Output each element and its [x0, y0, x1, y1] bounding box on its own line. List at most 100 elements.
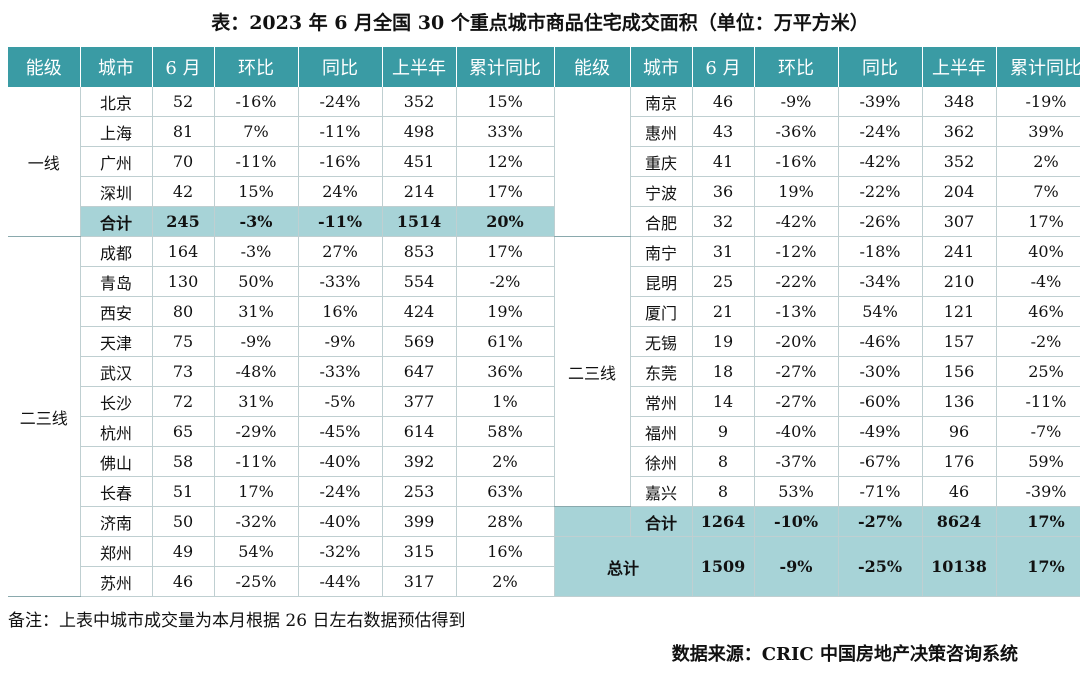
data-cell: 1% [456, 386, 555, 417]
data-cell: 241 [922, 236, 997, 267]
data-cell: 12% [456, 146, 555, 177]
data-cell: 451 [382, 146, 457, 177]
data-cell: 164 [152, 236, 215, 267]
tier-label-spacer [554, 87, 631, 237]
column-header: 上半年 [922, 47, 997, 87]
column-header: 城市 [630, 47, 693, 87]
city-name: 嘉兴 [630, 476, 693, 507]
data-cell: 2% [456, 446, 555, 477]
data-cell: 58 [152, 446, 215, 477]
table-row: 郑州 49 54% -32% 315 16% 总计 1509 -9% -25% 10138 17% [8, 536, 1080, 597]
data-cell: 32 [692, 206, 755, 237]
city-name: 长沙 [80, 386, 153, 417]
column-header: 累计同比 [996, 47, 1080, 87]
data-cell: 20% [456, 206, 555, 237]
data-cell: 2% [996, 146, 1080, 177]
data-cell: -7% [996, 416, 1080, 447]
city-name: 郑州 [80, 536, 153, 567]
data-cell: 75 [152, 326, 215, 357]
data-cell: 7% [996, 176, 1080, 207]
data-cell: 176 [922, 446, 997, 477]
data-cell: -2% [996, 326, 1080, 357]
data-cell: 61% [456, 326, 555, 357]
data-cell: -32% [214, 506, 299, 537]
data-cell: 54% [838, 296, 923, 327]
column-header: 6 月 [152, 47, 215, 87]
data-cell: -45% [298, 416, 383, 447]
city-name: 南京 [630, 87, 693, 117]
data-cell: 58% [456, 416, 555, 447]
city-name: 济南 [80, 506, 153, 537]
data-cell: -33% [298, 266, 383, 297]
data-cell: 31% [214, 386, 299, 417]
city-name: 北京 [80, 87, 153, 117]
city-name: 成都 [80, 236, 153, 267]
table-row: 一线 北京 52 -16% -24% 352 15% 南京 46 -9% -39% 348 -19% [8, 87, 1080, 237]
city-name: 苏州 [80, 566, 153, 597]
data-cell: 253 [382, 476, 457, 507]
data-cell: 16% [298, 296, 383, 327]
data-cell: 2% [456, 566, 555, 597]
table-row: 杭州 65 -29% -45% 614 58% 福州 9 -40% -49% 96 -7% [8, 416, 1080, 447]
data-cell: -44% [298, 566, 383, 597]
data-cell: 554 [382, 266, 457, 297]
data-cell: -27% [754, 356, 839, 387]
data-cell: -19% [996, 87, 1080, 117]
city-name: 青岛 [80, 266, 153, 297]
data-cell: -29% [214, 416, 299, 447]
data-cell: -42% [754, 206, 839, 237]
data-cell: 121 [922, 296, 997, 327]
city-name: 宁波 [630, 176, 693, 207]
grand-total-cell: -25% [838, 536, 923, 597]
city-name: 合肥 [630, 206, 693, 237]
data-cell: 43 [692, 116, 755, 147]
data-cell: 46% [996, 296, 1080, 327]
data-cell: -33% [298, 356, 383, 387]
data-cell: 50% [214, 266, 299, 297]
table-row: 西安 80 31% 16% 424 19% 厦门 21 -13% 54% 121 46% [8, 296, 1080, 327]
data-cell: 72 [152, 386, 215, 417]
data-cell: 352 [922, 146, 997, 177]
city-name: 长春 [80, 476, 153, 507]
table-row: 苏州 46 -25% -44% 317 2% [8, 566, 1080, 597]
data-cell: -42% [838, 146, 923, 177]
data-cell: 17% [996, 206, 1080, 237]
data-cell: 569 [382, 326, 457, 357]
data-cell: 14 [692, 386, 755, 417]
city-name: 杭州 [80, 416, 153, 447]
grand-total-label: 总计 [554, 536, 693, 597]
data-cell: -34% [838, 266, 923, 297]
data-cell: -3% [214, 206, 299, 237]
city-name: 无锡 [630, 326, 693, 357]
column-header: 同比 [838, 47, 923, 87]
city-name: 福州 [630, 416, 693, 447]
data-cell: 498 [382, 116, 457, 147]
data-cell: 399 [382, 506, 457, 537]
data-cell: 46 [922, 476, 997, 507]
column-header: 6 月 [692, 47, 755, 87]
city-name: 常州 [630, 386, 693, 417]
data-cell: -4% [996, 266, 1080, 297]
city-name: 合计 [630, 506, 693, 537]
data-cell: 18 [692, 356, 755, 387]
data-cell: 33% [456, 116, 555, 147]
data-cell: 70 [152, 146, 215, 177]
city-name: 东莞 [630, 356, 693, 387]
data-cell: 42 [152, 176, 215, 207]
data-cell: -30% [838, 356, 923, 387]
data-cell: 41 [692, 146, 755, 177]
data-cell: 1264 [692, 506, 755, 537]
data-cell: -10% [754, 506, 839, 537]
data-cell: -27% [754, 386, 839, 417]
tier-label: 一线 [8, 87, 81, 237]
city-name: 昆明 [630, 266, 693, 297]
data-cell: -5% [298, 386, 383, 417]
city-name: 重庆 [630, 146, 693, 177]
data-cell: 54% [214, 536, 299, 567]
grand-total-cell: 10138 [922, 536, 997, 597]
data-source: 数据来源：CRIC 中国房地产决策咨询系统 [671, 644, 1018, 665]
footnote: 备注：上表中城市成交量为本月根据 26 日左右数据预估得到 [8, 611, 466, 631]
table-row: 二三线 成都 164 -3% 27% 853 17% 二三线 南宁 31 -12% -18% 241 40… [8, 236, 1080, 597]
data-cell: 46 [152, 566, 215, 597]
transaction-area-table: 能级 城市 6 月环比 同比 上半年 累计同比 能级 城市 6 月环比 同比 上半年 累计同比 一线北… [8, 47, 1080, 597]
